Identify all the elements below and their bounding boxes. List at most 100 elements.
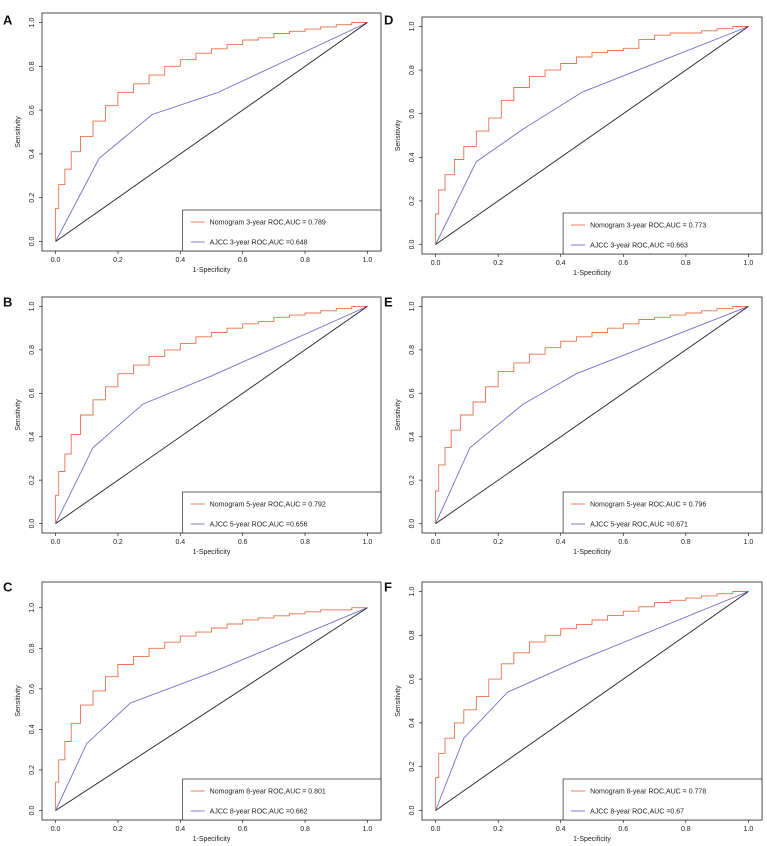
reference-diagonal-line bbox=[55, 22, 368, 242]
legend-box bbox=[562, 212, 763, 255]
ajcc-legend-label: AJCC 5-year ROC,AUC =0.656 bbox=[210, 522, 308, 529]
y-tick-label: 0.4 bbox=[409, 152, 416, 162]
x-axis-title: 1-Specificity bbox=[193, 549, 231, 556]
x-tick-label: 0.4 bbox=[556, 260, 566, 267]
y-tick-label: 0.0 bbox=[29, 237, 36, 247]
nomogram-roc-curve bbox=[55, 305, 368, 524]
nomogram-roc-curve bbox=[435, 591, 749, 811]
y-tick-label: 0.2 bbox=[409, 762, 416, 772]
roc-panel-e: E 0.0 0.2 0.4 0.6 0.8 1.0 0.0 0.2 0.4 0.6 0.8 1.0 1-S… bbox=[384, 295, 763, 556]
x-tick-label: 0.2 bbox=[113, 257, 123, 264]
legend-box bbox=[182, 778, 382, 821]
x-tick-label: 0.0 bbox=[51, 826, 61, 833]
x-tick-label: 1.0 bbox=[363, 257, 373, 264]
y-tick-label: 0.0 bbox=[409, 240, 416, 250]
y-tick-label: 0.8 bbox=[409, 65, 416, 75]
roc-panel-d: D 0.0 0.2 0.4 0.6 0.8 1.0 0.0 0.2 0.4 0.6 0.8 1.0 1-S… bbox=[384, 13, 763, 277]
x-tick-label: 0.8 bbox=[681, 826, 691, 833]
nomogram-roc-curve bbox=[435, 305, 749, 524]
x-tick-label: 0.6 bbox=[618, 826, 628, 833]
x-tick-label: 0.0 bbox=[51, 539, 61, 546]
x-tick-label: 0.4 bbox=[175, 826, 185, 833]
y-tick-label: 0.6 bbox=[409, 674, 416, 684]
roc-panel-b: B 0.0 0.2 0.4 0.6 0.8 1.0 0.0 0.2 0.4 0.6 0.8 1.0 1-S… bbox=[3, 295, 382, 556]
y-tick-label: 1.0 bbox=[29, 18, 36, 28]
y-tick-label: 0.8 bbox=[29, 61, 36, 71]
ajcc-legend-label: AJCC 3-year ROC,AUC =0.648 bbox=[210, 240, 308, 247]
y-tick-label: 0.8 bbox=[29, 345, 36, 355]
ajcc-legend-label: AJCC 5-year ROC,AUC =0.671 bbox=[590, 522, 688, 529]
x-tick-label: 0.8 bbox=[681, 539, 691, 546]
x-tick-label: 0.8 bbox=[681, 260, 691, 267]
y-tick-label: 0.6 bbox=[29, 388, 36, 398]
x-tick-label: 0.6 bbox=[618, 539, 628, 546]
nomogram-legend-label: Nomogram 3-year ROC,AUC = 0.773 bbox=[590, 223, 706, 230]
y-tick-label: 0.0 bbox=[409, 806, 416, 816]
ajcc-roc-curve bbox=[435, 305, 749, 524]
y-axis-title: Sensitivity bbox=[15, 685, 22, 717]
ajcc-roc-curve bbox=[55, 305, 368, 524]
x-axis-title: 1-Specificity bbox=[193, 267, 231, 274]
y-tick-label: 0.6 bbox=[29, 684, 36, 694]
ajcc-legend-label: AJCC 3-year ROC,AUC =0.663 bbox=[590, 243, 688, 250]
y-tick-label: 0.4 bbox=[29, 149, 36, 159]
y-tick-label: 0.8 bbox=[409, 630, 416, 640]
nomogram-roc-curve bbox=[55, 607, 368, 811]
ajcc-legend-label: AJCC 8-year ROC,AUC =0.662 bbox=[210, 809, 308, 816]
roc-panel-c: C 0.0 0.2 0.4 0.6 0.8 1.0 0.0 0.2 0.4 0.6 0.8 1.0 1-S… bbox=[3, 580, 382, 843]
panel-label: B bbox=[3, 295, 12, 310]
x-tick-label: 0.2 bbox=[113, 539, 123, 546]
x-tick-label: 0.2 bbox=[113, 826, 123, 833]
x-axis-title: 1-Specificity bbox=[573, 270, 611, 277]
ajcc-roc-curve bbox=[435, 26, 749, 245]
x-tick-label: 1.0 bbox=[744, 826, 754, 833]
y-tick-label: 1.0 bbox=[409, 301, 416, 311]
panel-label: C bbox=[3, 580, 13, 595]
nomogram-legend-label: Nomogram 3-year ROC,AUC = 0.789 bbox=[210, 220, 326, 227]
x-tick-label: 0.6 bbox=[238, 826, 248, 833]
x-tick-label: 1.0 bbox=[744, 539, 754, 546]
y-tick-label: 0.6 bbox=[29, 105, 36, 115]
panel-label: D bbox=[384, 13, 393, 28]
legend-box bbox=[182, 209, 382, 252]
x-tick-label: 0.2 bbox=[493, 260, 503, 267]
ajcc-roc-curve bbox=[435, 591, 749, 811]
reference-diagonal-line bbox=[435, 591, 749, 811]
panel-label: F bbox=[384, 580, 392, 595]
reference-diagonal-line bbox=[435, 26, 749, 245]
x-tick-label: 0.0 bbox=[51, 257, 61, 264]
nomogram-legend-label: Nomogram 5-year ROC,AUC = 0.792 bbox=[210, 502, 326, 509]
x-tick-label: 0.8 bbox=[300, 826, 310, 833]
x-tick-label: 1.0 bbox=[744, 260, 754, 267]
y-tick-label: 0.2 bbox=[29, 475, 36, 485]
x-tick-label: 0.8 bbox=[300, 539, 310, 546]
y-tick-label: 0.6 bbox=[409, 388, 416, 398]
x-axis-title: 1-Specificity bbox=[193, 836, 231, 843]
y-tick-label: 0.2 bbox=[29, 765, 36, 775]
roc-panel-f: F 0.0 0.2 0.4 0.6 0.8 1.0 0.0 0.2 0.4 0.6 0.8 1.0 1-S… bbox=[384, 580, 763, 843]
x-axis-title: 1-Specificity bbox=[573, 549, 611, 556]
x-tick-label: 0.6 bbox=[618, 260, 628, 267]
y-axis-title: Sensitivity bbox=[395, 685, 402, 717]
x-tick-label: 0.2 bbox=[493, 826, 503, 833]
x-axis-title: 1-Specificity bbox=[573, 836, 611, 843]
y-tick-label: 1.0 bbox=[29, 301, 36, 311]
y-tick-label: 0.8 bbox=[409, 345, 416, 355]
y-axis-title: Sensitivity bbox=[15, 116, 22, 148]
ajcc-legend-label: AJCC 8-year ROC,AUC =0.67 bbox=[590, 809, 684, 816]
panel-label: A bbox=[3, 13, 13, 28]
x-tick-label: 0.4 bbox=[556, 826, 566, 833]
legend-box bbox=[562, 491, 763, 534]
y-tick-label: 0.4 bbox=[409, 718, 416, 728]
y-tick-label: 0.2 bbox=[29, 193, 36, 203]
ajcc-roc-curve bbox=[55, 607, 368, 811]
y-tick-label: 0.2 bbox=[409, 475, 416, 485]
y-axis-title: Sensitivity bbox=[395, 399, 402, 431]
y-tick-label: 0.4 bbox=[409, 432, 416, 442]
y-tick-label: 0.8 bbox=[29, 643, 36, 653]
x-tick-label: 1.0 bbox=[363, 826, 373, 833]
panel-label: E bbox=[384, 295, 393, 310]
reference-diagonal-line bbox=[55, 306, 368, 524]
x-tick-label: 0.2 bbox=[493, 539, 503, 546]
